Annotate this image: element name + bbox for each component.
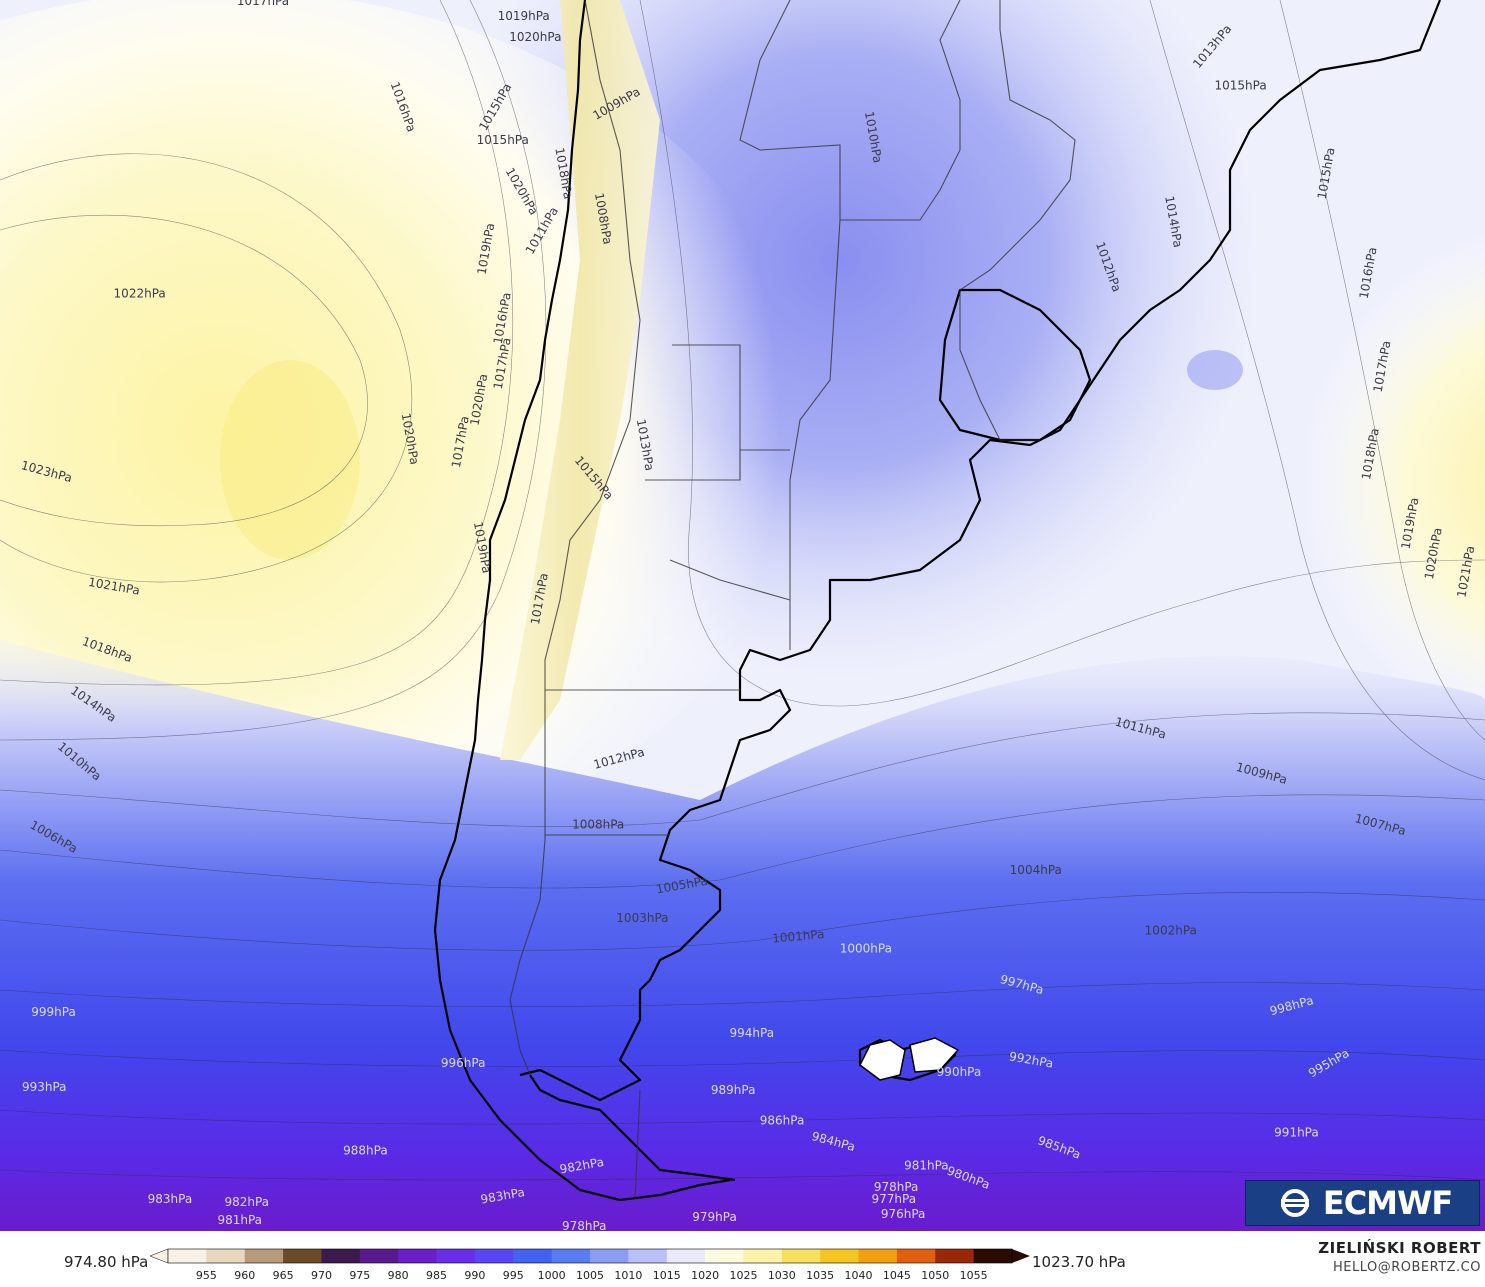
isobar-label: 981hPa: [217, 1213, 262, 1227]
isobar-label: 1020hPa: [509, 30, 561, 44]
colorbar-segment: [743, 1249, 783, 1263]
colorbar-tick-label: 1005: [576, 1269, 604, 1282]
author-credit: ZIELIŃSKI ROBERT HELLO@ROBERTZ.CO: [1318, 1239, 1481, 1275]
isobar-label: 991hPa: [1274, 1125, 1319, 1139]
colorbar-tick-label: 1015: [653, 1269, 681, 1282]
colorbar-segment: [666, 1249, 706, 1263]
colorbar-segment: [474, 1249, 514, 1263]
colorbar-tick-label: 965: [273, 1269, 294, 1282]
colorbar-frame: [167, 1248, 1013, 1264]
colorbar-segment: [628, 1249, 668, 1263]
isobar-label: 988hPa: [343, 1144, 388, 1158]
colorbar-tick-label: 1000: [538, 1269, 566, 1282]
colorbar-tick-label: 1035: [806, 1269, 834, 1282]
colorbar-tick-label: 1010: [614, 1269, 642, 1282]
isobar-label: 982hPa: [224, 1195, 269, 1209]
isobar-label: 1015hPa: [1215, 78, 1267, 92]
colorbar-tick-label: 975: [349, 1269, 370, 1282]
pressure-map: 1017hPa1016hPa1019hPa1020hPa1015hPa1015h…: [0, 0, 1485, 1231]
isobar-label: 1019hPa: [498, 9, 550, 23]
isobar-label: 976hPa: [881, 1207, 926, 1221]
colorbar-tick-label: 985: [426, 1269, 447, 1282]
isobar-label: 1004hPa: [1010, 863, 1062, 877]
colorbar-tick-label: 990: [464, 1269, 485, 1282]
isobar-label: 983hPa: [148, 1192, 193, 1206]
colorbar-max-arrow: [1012, 1249, 1030, 1263]
isobar-label: 981hPa: [904, 1159, 949, 1173]
colorbar-tick-label: 980: [388, 1269, 409, 1282]
ecmwf-logo-text: ECMWF: [1322, 1184, 1453, 1222]
isobar-label: 1003hPa: [616, 911, 668, 925]
author-email: HELLO@ROBERTZ.CO: [1332, 1260, 1481, 1275]
colorbar-segment: [781, 1249, 821, 1263]
colorbar-segment: [858, 1249, 898, 1263]
isobar-label: 978hPa: [874, 1180, 919, 1194]
isobar-label: 1015hPa: [477, 133, 529, 147]
colorbar-tick-label: 955: [196, 1269, 217, 1282]
isobar-label: 977hPa: [872, 1192, 917, 1206]
colorbar-segment: [820, 1249, 860, 1263]
colorbar-segment: [590, 1249, 629, 1263]
ecmwf-logo: ECMWF: [1245, 1180, 1480, 1226]
colorbar-segment: [168, 1249, 207, 1263]
colorbar-segment: [551, 1249, 591, 1263]
isobar-label: 1017hPa: [237, 0, 289, 8]
isobar-label: 994hPa: [730, 1026, 775, 1040]
isobar-label: 993hPa: [22, 1080, 67, 1094]
isobar-label: 986hPa: [760, 1113, 805, 1127]
isobar-label: 989hPa: [711, 1083, 756, 1097]
isobar-label: 999hPa: [31, 1005, 76, 1019]
colorbar-tick-label: 960: [234, 1269, 255, 1282]
colorbar-segment: [321, 1249, 361, 1263]
isobar-label: 996hPa: [441, 1056, 486, 1070]
colorbar-segment: [513, 1249, 553, 1263]
colorbar-tick-label: 995: [503, 1269, 524, 1282]
colorbar-segment: [359, 1249, 399, 1263]
max-pressure-value: 1023.70 hPa: [1032, 1253, 1126, 1271]
colorbar-tick-label: 1020: [691, 1269, 719, 1282]
isobar-label: 1022hPa: [114, 287, 166, 301]
colorbar-segment: [973, 1249, 1013, 1263]
colorbar-segment: [398, 1249, 438, 1263]
colorbar-tick-label: 1050: [921, 1269, 949, 1282]
ecmwf-emblem-icon: [1280, 1189, 1309, 1217]
colorbar-tick-label: 1045: [883, 1269, 911, 1282]
colorbar-tick-label: 1030: [768, 1269, 796, 1282]
colorbar-segment: [244, 1249, 284, 1263]
colorbar-legend: 974.80 hPa 955 960 965 970 975 980 985 990 995 10…: [0, 1231, 1485, 1287]
colorbar-segment: [283, 1249, 322, 1263]
isobar-label: 990hPa: [937, 1065, 982, 1079]
colorbar-min-arrow: [150, 1248, 169, 1264]
isobar-label: 1000hPa: [840, 941, 892, 955]
colorbar-tick-label: 970: [311, 1269, 332, 1282]
isobar-label: 1008hPa: [572, 818, 624, 832]
colorbar-segment: [206, 1249, 246, 1263]
isobar-label: 1002hPa: [1145, 923, 1197, 937]
author-name: ZIELIŃSKI ROBERT: [1318, 1239, 1481, 1257]
isobar-label: 1001hPa: [772, 927, 825, 945]
colorbar: 955 960 965 970 975 980 985 990 995 1000 1005 1010 1…: [150, 1248, 1030, 1282]
colorbar-segment: [436, 1249, 476, 1263]
isobar-label: 978hPa: [562, 1219, 607, 1231]
colorbar-segment: [935, 1249, 975, 1263]
colorbar-segment: [705, 1249, 744, 1263]
colorbar-tick-label: 1040: [845, 1269, 873, 1282]
min-pressure-value: 974.80 hPa: [64, 1253, 149, 1271]
colorbar-tick-label: 1025: [729, 1269, 757, 1282]
colorbar-segment: [896, 1249, 936, 1263]
isobar-label: 979hPa: [692, 1210, 737, 1224]
colorbar-tick-label: 1055: [960, 1269, 988, 1282]
